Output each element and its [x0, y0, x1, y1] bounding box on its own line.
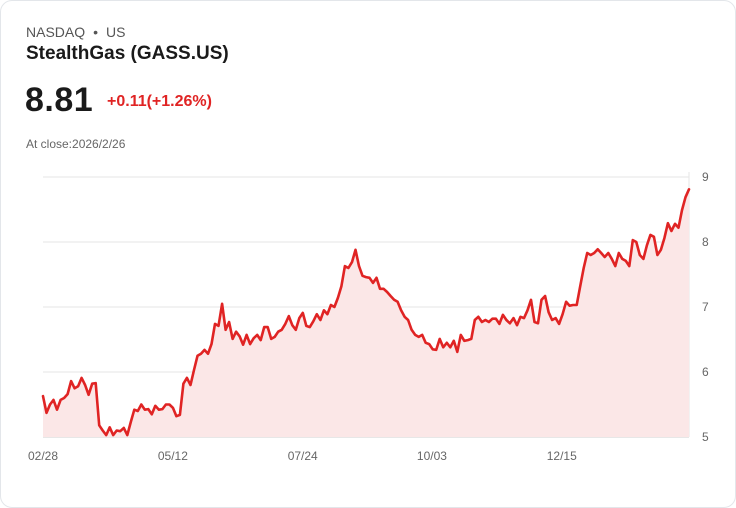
x-tick-label: 12/15	[547, 449, 577, 463]
x-tick-label: 05/12	[158, 449, 188, 463]
close-date: At close:2026/2/26	[26, 137, 126, 151]
exchange-name: NASDAQ	[26, 24, 86, 40]
x-tick-label: 07/24	[288, 449, 318, 463]
x-tick-label: 02/28	[28, 449, 58, 463]
price-area	[43, 189, 689, 437]
y-tick-label: 8	[702, 235, 709, 249]
y-tick-label: 6	[702, 365, 709, 379]
current-price: 8.81	[25, 81, 94, 119]
price-change: +0.11(+1.26%)	[107, 93, 212, 110]
stock-title: StealthGas (GASS.US)	[26, 43, 229, 64]
price-line	[41, 188, 691, 437]
y-tick-label: 7	[702, 300, 709, 314]
region: US	[106, 24, 126, 40]
x-tick-label: 10/03	[417, 449, 447, 463]
y-tick-label: 9	[702, 170, 709, 184]
y-tick-label: 5	[702, 430, 709, 444]
exchange-line: NASDAQ • US	[26, 24, 125, 40]
separator-dot: •	[93, 24, 99, 40]
